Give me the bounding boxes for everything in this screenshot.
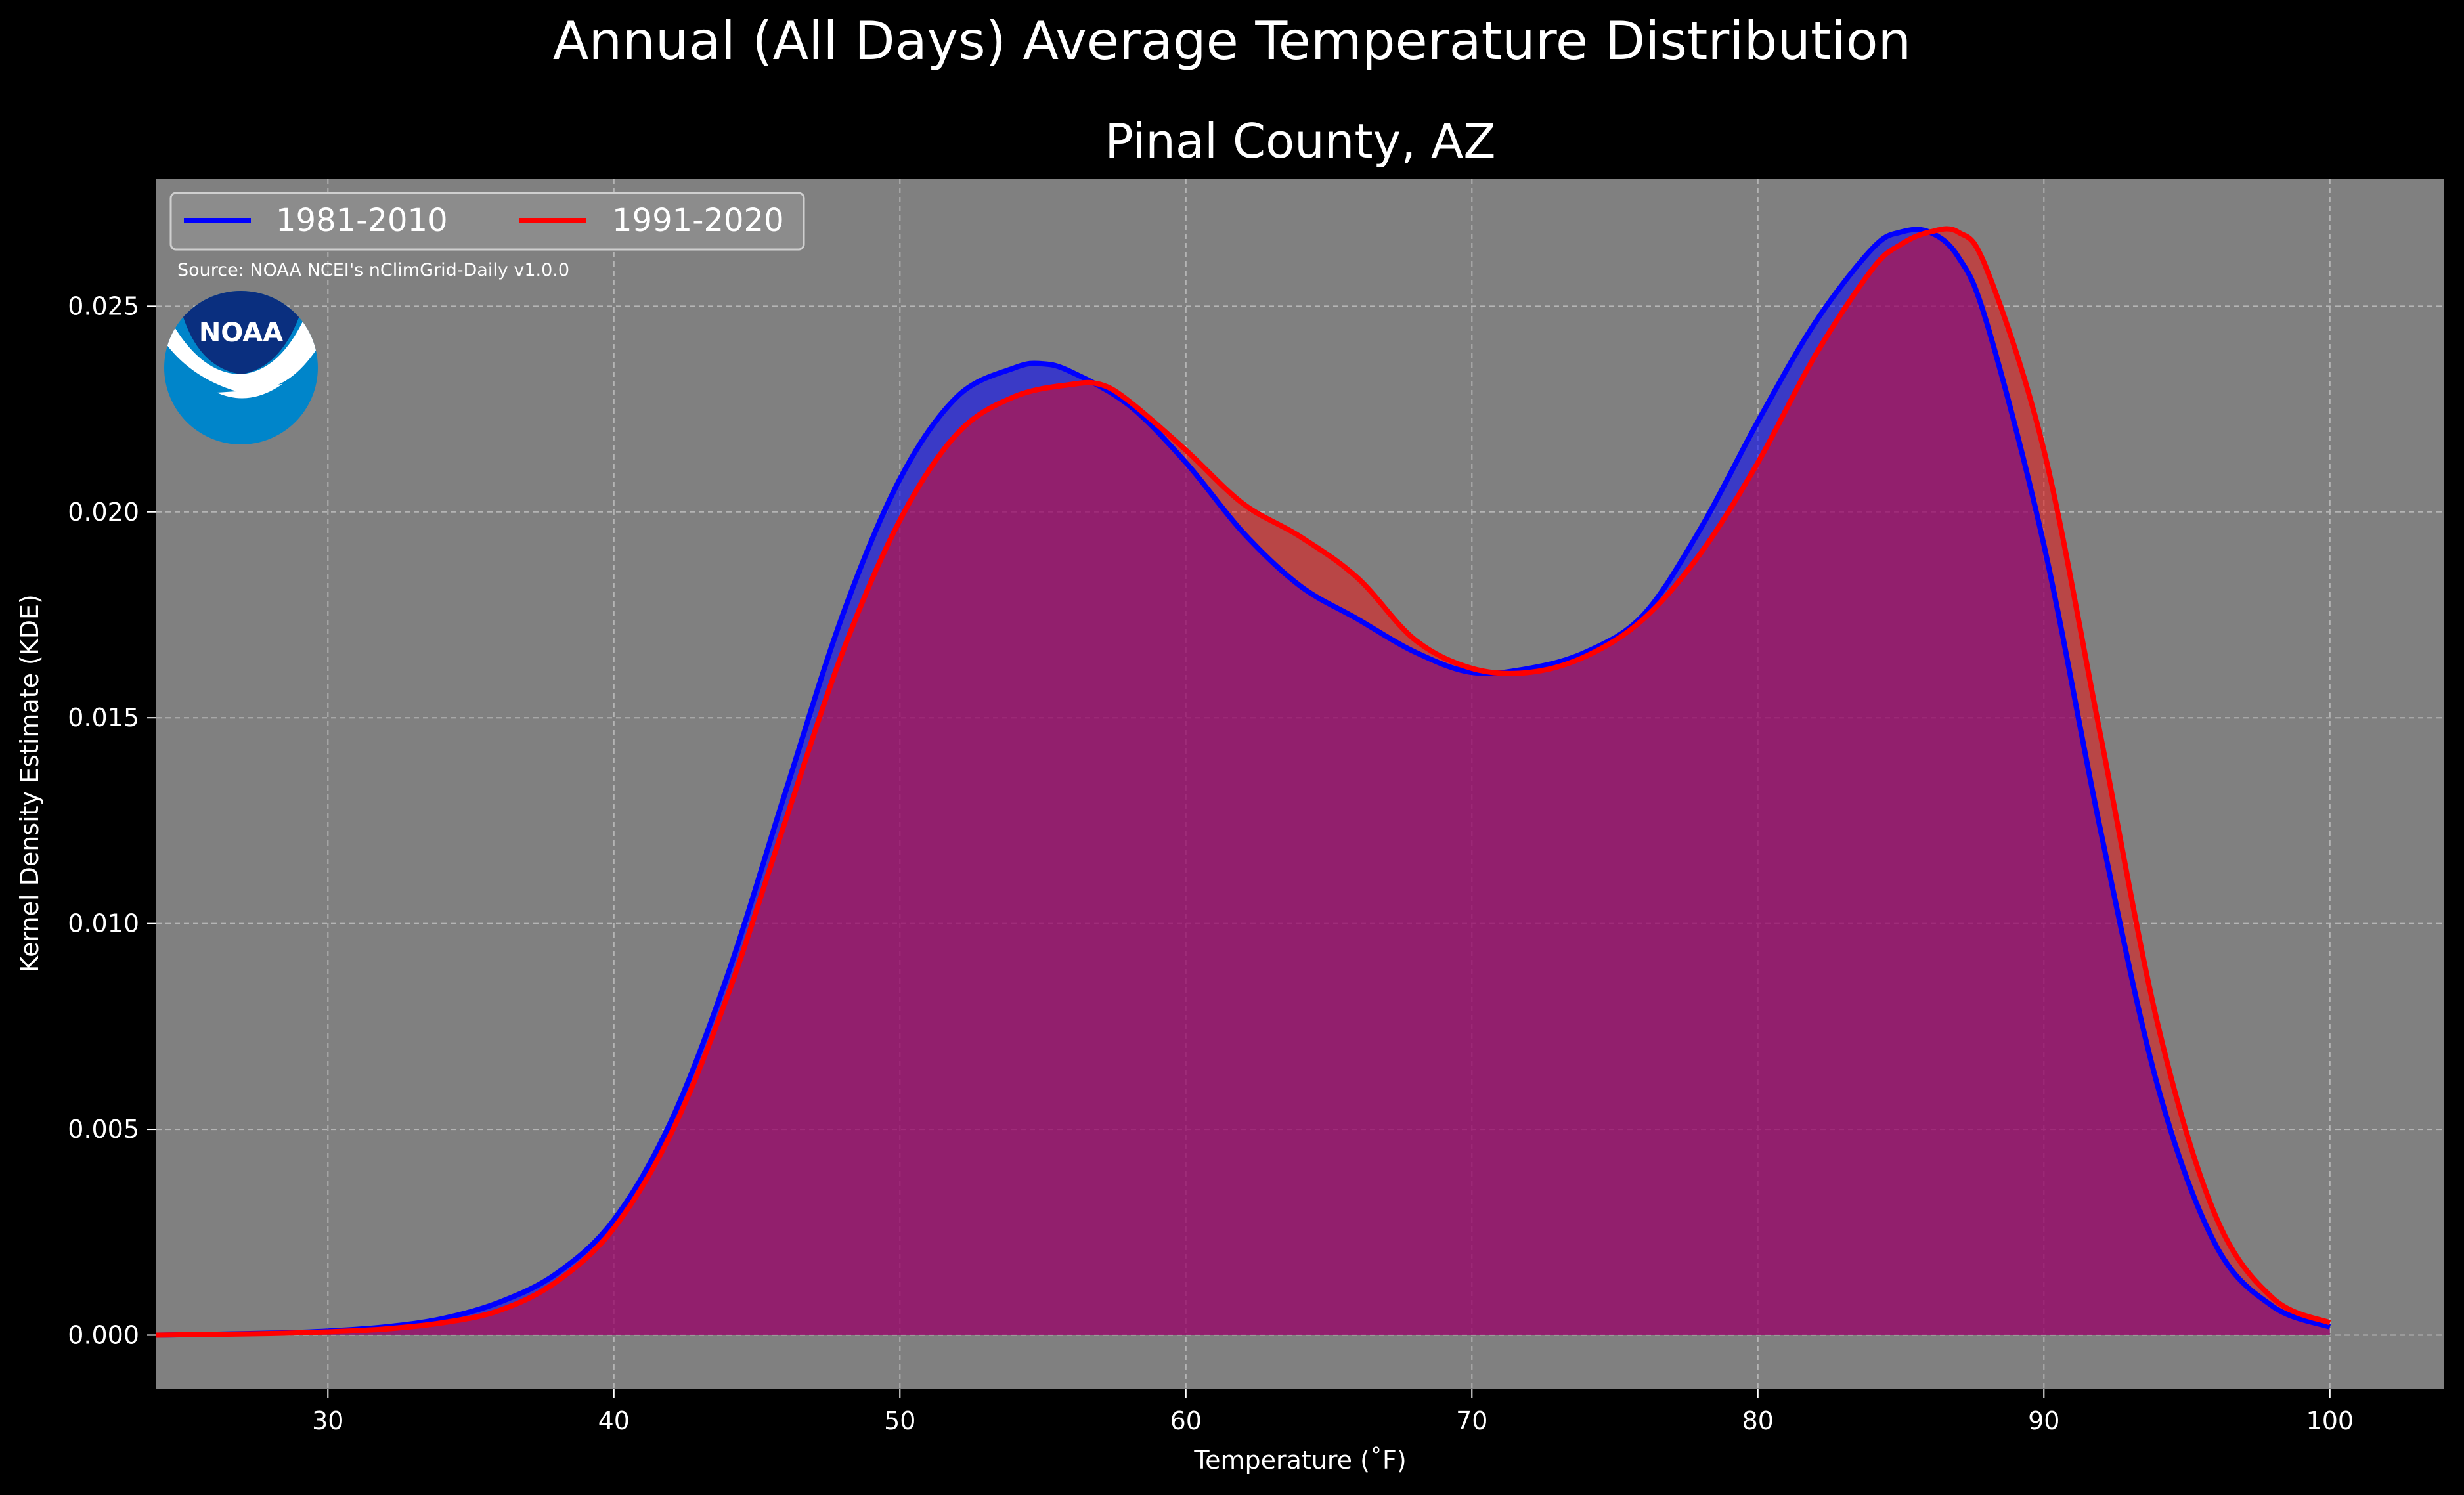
series-line-1991-2020 <box>156 226 2331 1338</box>
x-tick-label: 100 <box>2306 1406 2354 1435</box>
y-tick-label: 0.010 <box>68 909 139 938</box>
x-tick-label: 70 <box>1456 1406 1487 1435</box>
y-tick-label: 0.000 <box>68 1321 139 1350</box>
axes: 30 40 50 60 70 80 90 100 0.000 0.005 0.010 0.015 0.0… <box>68 292 2354 1435</box>
legend: 1981-2010 1991-2020 <box>169 192 805 251</box>
noaa-logo-text: NOAA <box>199 318 283 348</box>
y-tick-label: 0.020 <box>68 498 139 527</box>
x-axis-label: Temperature (˚F) <box>1193 1446 1406 1475</box>
chart-suptitle: Annual (All Days) Average Temperature Di… <box>553 11 1911 72</box>
y-tick-label: 0.015 <box>68 703 139 732</box>
legend-box <box>169 192 805 251</box>
x-tick-label: 60 <box>1170 1406 1202 1435</box>
noaa-logo: NOAA <box>164 291 318 444</box>
legend-label-1981-2010: 1981-2010 <box>276 202 448 239</box>
series-line-1981-2010 <box>156 227 2331 1338</box>
x-tick-label: 90 <box>2028 1406 2059 1435</box>
x-tick-label: 40 <box>598 1406 630 1435</box>
legend-label-1991-2020: 1991-2020 <box>612 202 784 239</box>
y-axis-label: Kernel Density Estimate (KDE) <box>15 594 44 972</box>
series-area-1991-2020 <box>156 228 2330 1335</box>
x-tick-label: 50 <box>884 1406 915 1435</box>
x-tick-label: 80 <box>1742 1406 1774 1435</box>
y-tick-label: 0.025 <box>68 292 139 320</box>
chart-title: Pinal County, AZ <box>1105 114 1495 169</box>
series-layer <box>156 226 2331 1338</box>
y-tick-label: 0.005 <box>68 1115 139 1144</box>
x-tick-label: 30 <box>312 1406 343 1435</box>
source-annotation: Source: NOAA NCEI's nClimGrid-Daily v1.0… <box>177 260 569 280</box>
